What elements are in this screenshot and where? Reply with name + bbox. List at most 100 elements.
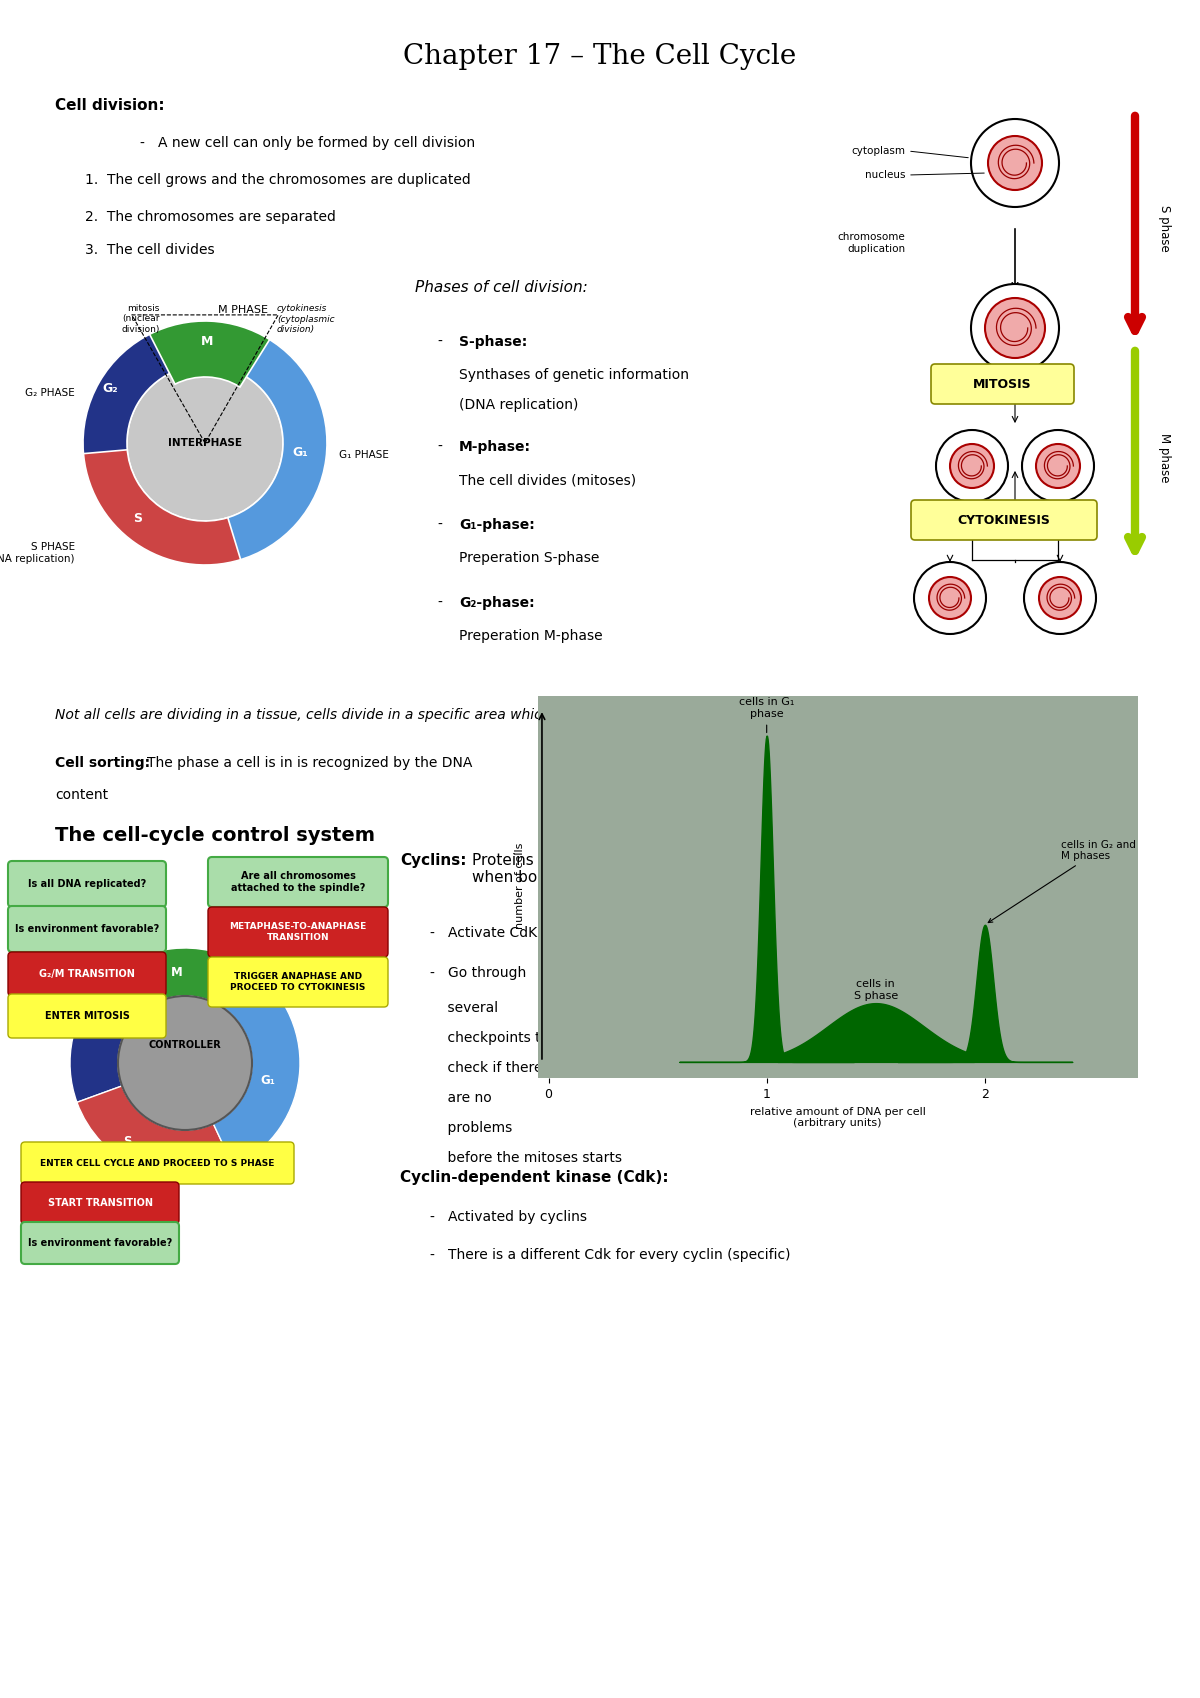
Text: The cell-cycle control system: The cell-cycle control system <box>55 825 374 846</box>
Text: nucleus: nucleus <box>864 170 905 180</box>
Text: G₂/M TRANSITION: G₂/M TRANSITION <box>40 970 134 980</box>
Text: content: content <box>55 788 108 801</box>
Text: G₁ PHASE: G₁ PHASE <box>338 450 389 460</box>
Circle shape <box>929 577 971 620</box>
Text: Preperation S-phase: Preperation S-phase <box>458 550 599 565</box>
FancyBboxPatch shape <box>208 857 388 907</box>
Text: -: - <box>437 335 442 350</box>
Text: Is all DNA replicated?: Is all DNA replicated? <box>28 880 146 890</box>
Text: G₁: G₁ <box>260 1073 275 1087</box>
FancyBboxPatch shape <box>8 993 166 1037</box>
Text: S phase: S phase <box>1158 205 1171 251</box>
Text: Cyclins:: Cyclins: <box>400 852 467 868</box>
Wedge shape <box>77 1087 234 1178</box>
Wedge shape <box>214 966 300 1167</box>
Text: S-phase:: S-phase: <box>458 335 527 350</box>
FancyBboxPatch shape <box>8 907 166 953</box>
Wedge shape <box>83 447 241 565</box>
Text: cytoplasm: cytoplasm <box>851 146 905 156</box>
Text: -   Activate CdK’s: - Activate CdK’s <box>430 925 548 941</box>
Text: 2.  The chromosomes are separated: 2. The chromosomes are separated <box>85 211 336 224</box>
Text: (DNA replication): (DNA replication) <box>458 397 578 413</box>
Text: -: - <box>437 518 442 531</box>
Text: several: several <box>430 1002 498 1015</box>
Text: Is environment favorable?: Is environment favorable? <box>28 1238 172 1248</box>
Circle shape <box>971 119 1060 207</box>
Text: TRIGGER ANAPHASE AND
PROCEED TO CYTOKINESIS: TRIGGER ANAPHASE AND PROCEED TO CYTOKINE… <box>230 973 366 992</box>
Text: G₁-phase:: G₁-phase: <box>458 518 535 531</box>
Wedge shape <box>70 981 138 1102</box>
Text: ENTER MITOSIS: ENTER MITOSIS <box>44 1010 130 1020</box>
Text: G₁: G₁ <box>293 447 308 460</box>
Text: ENTER CELL CYCLE AND PROCEED TO S PHASE: ENTER CELL CYCLE AND PROCEED TO S PHASE <box>41 1158 275 1168</box>
Text: M: M <box>172 966 182 978</box>
Text: check if there: check if there <box>430 1061 542 1075</box>
Text: M: M <box>200 335 214 348</box>
Text: checkpoints to: checkpoints to <box>430 1031 550 1044</box>
Text: Is environment favorable?: Is environment favorable? <box>14 924 160 934</box>
Text: cells in
S phase: cells in S phase <box>853 980 898 1000</box>
Text: G₂: G₂ <box>85 1015 101 1029</box>
Circle shape <box>118 997 252 1129</box>
Circle shape <box>936 430 1008 503</box>
Text: G₂: G₂ <box>102 382 118 394</box>
Text: The phase a cell is in is recognized by the DNA: The phase a cell is in is recognized by … <box>148 756 473 769</box>
Text: problems: problems <box>430 1121 512 1134</box>
Wedge shape <box>226 338 326 560</box>
Wedge shape <box>150 321 270 387</box>
Text: Preperation M-phase: Preperation M-phase <box>458 628 602 644</box>
Text: START TRANSITION: START TRANSITION <box>48 1199 152 1207</box>
Circle shape <box>1024 562 1096 633</box>
Text: before the mitoses starts: before the mitoses starts <box>430 1151 622 1165</box>
Circle shape <box>971 284 1060 372</box>
Circle shape <box>914 562 986 633</box>
FancyBboxPatch shape <box>8 953 166 997</box>
Circle shape <box>1036 443 1080 487</box>
Text: Cell division:: Cell division: <box>55 98 164 114</box>
FancyBboxPatch shape <box>22 1182 179 1224</box>
Text: CONTROLLER: CONTROLLER <box>149 1039 221 1049</box>
Circle shape <box>127 365 283 521</box>
Text: are no: are no <box>430 1092 492 1105</box>
Text: -: - <box>437 440 442 453</box>
Circle shape <box>1022 430 1094 503</box>
Text: S PHASE
(DNA replication): S PHASE (DNA replication) <box>0 542 74 564</box>
Text: G₂-phase:: G₂-phase: <box>458 596 535 610</box>
Text: chromosome
duplication: chromosome duplication <box>838 233 905 253</box>
Text: -   A new cell can only be formed by cell division: - A new cell can only be formed by cell … <box>140 136 475 149</box>
Text: -: - <box>437 596 442 610</box>
Text: 3.  The cell divides: 3. The cell divides <box>85 243 215 256</box>
Text: -   There is a different Cdk for every cyclin (specific): - There is a different Cdk for every cyc… <box>430 1248 791 1262</box>
Text: Chapter 17 – The Cell Cycle: Chapter 17 – The Cell Cycle <box>403 42 797 70</box>
Text: MITOSIS: MITOSIS <box>973 377 1032 391</box>
Text: Are all chromosomes
attached to the spindle?: Are all chromosomes attached to the spin… <box>230 871 365 893</box>
Text: cells in G₁
phase: cells in G₁ phase <box>739 698 794 718</box>
FancyBboxPatch shape <box>22 1223 179 1263</box>
Text: Synthases of genetic information: Synthases of genetic information <box>458 368 689 382</box>
Text: Phases of cell division:: Phases of cell division: <box>415 280 588 295</box>
FancyBboxPatch shape <box>931 363 1074 404</box>
Text: cytokinesis
(cytoplasmic
division): cytokinesis (cytoplasmic division) <box>277 304 335 335</box>
Circle shape <box>988 136 1042 190</box>
Text: -   Go through: - Go through <box>430 966 527 980</box>
Text: CYTOKINESIS: CYTOKINESIS <box>958 513 1050 526</box>
Text: Cyclin-dependent kinase (Cdk):: Cyclin-dependent kinase (Cdk): <box>400 1170 668 1185</box>
Wedge shape <box>103 947 246 1015</box>
FancyBboxPatch shape <box>22 1143 294 1184</box>
Text: The cell divides (mitoses): The cell divides (mitoses) <box>458 474 636 487</box>
Text: M phase: M phase <box>1158 433 1171 482</box>
Circle shape <box>950 443 994 487</box>
FancyBboxPatch shape <box>208 958 388 1007</box>
Circle shape <box>985 299 1045 358</box>
Text: mitosis
(nuclear
division): mitosis (nuclear division) <box>121 304 160 335</box>
Text: Proteins that trigger the phases of cell division
when bound to a CdK: Proteins that trigger the phases of cell… <box>472 852 830 885</box>
Text: number of cells: number of cells <box>515 842 526 929</box>
Text: Cell sorting:: Cell sorting: <box>55 756 150 769</box>
Text: G₂ PHASE: G₂ PHASE <box>25 389 74 397</box>
X-axis label: relative amount of DNA per cell
(arbitrary units): relative amount of DNA per cell (arbitra… <box>750 1107 925 1127</box>
Circle shape <box>1039 577 1081 620</box>
Text: S: S <box>133 513 143 525</box>
FancyBboxPatch shape <box>911 499 1097 540</box>
Text: 1.  The cell grows and the chromosomes are duplicated: 1. The cell grows and the chromosomes ar… <box>85 173 470 187</box>
Text: INTERPHASE: INTERPHASE <box>168 438 242 448</box>
